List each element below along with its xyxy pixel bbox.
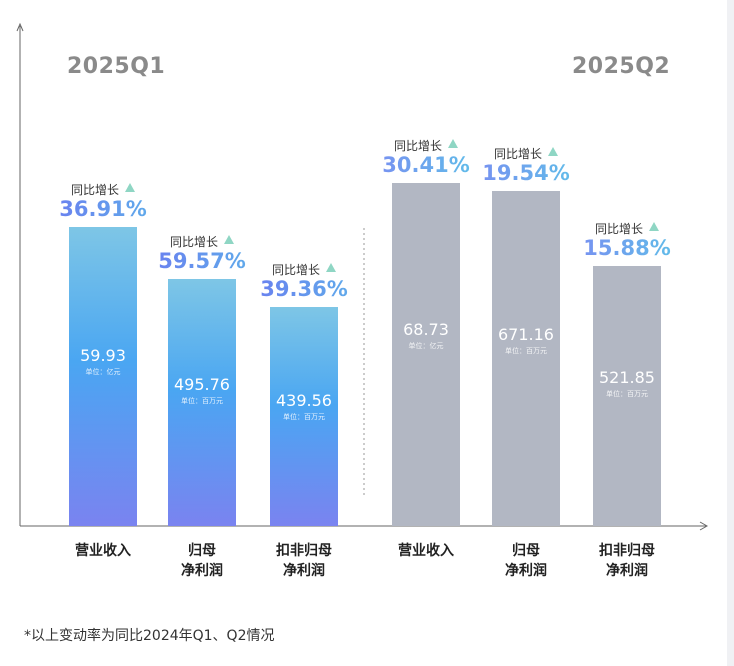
category-label: 扣非归母 净利润 (276, 543, 332, 579)
growth-value: 36.91% (43, 197, 163, 221)
category-label: 扣非归母 净利润 (599, 543, 655, 579)
growth-label: 同比增长 (170, 235, 219, 249)
bar-2025q2-0 (392, 183, 460, 526)
bar-2025q1-0 (69, 227, 137, 526)
growth-value: 19.54% (466, 161, 586, 185)
growth-label: 同比增长 (595, 222, 644, 236)
bar-unit-label: 单位：百万元 (606, 389, 648, 398)
growth-value: 39.36% (244, 277, 364, 301)
period-label-q1: 2025Q1 (67, 54, 166, 79)
bar-unit-label: 单位：百万元 (283, 413, 325, 422)
bar-2025q1-1 (168, 279, 236, 526)
bar-value-label: 68.73 (403, 320, 449, 340)
category-label: 营业收入 (75, 543, 131, 559)
growth-label: 同比增长 (394, 139, 443, 153)
bar-value-label: 521.85 (599, 367, 655, 387)
bar-unit-label: 单位：亿元 (85, 367, 121, 376)
right-edge-strip (727, 0, 734, 666)
bar-unit-label: 单位：百万元 (181, 397, 223, 406)
period-label-q2: 2025Q2 (572, 54, 671, 79)
bar-value-label: 439.56 (276, 391, 332, 411)
growth-value: 30.41% (366, 153, 486, 177)
bar-value-label: 671.16 (498, 325, 554, 345)
up-arrow-icon (326, 263, 336, 272)
up-arrow-icon (448, 139, 458, 148)
category-label: 归母 净利润 (505, 543, 547, 579)
growth-label: 同比增长 (494, 147, 543, 161)
bar-2025q2-1 (492, 191, 560, 526)
up-arrow-icon (649, 222, 659, 231)
up-arrow-icon (125, 183, 135, 192)
up-arrow-icon (224, 235, 234, 244)
growth-value: 15.88% (567, 236, 687, 260)
bar-2025q2-2 (593, 266, 661, 526)
category-label: 归母 净利润 (181, 543, 223, 579)
bar-unit-label: 单位：百万元 (505, 347, 547, 356)
category-label: 营业收入 (398, 543, 454, 559)
up-arrow-icon (548, 147, 558, 156)
x-axis-arrow (699, 521, 709, 531)
growth-label: 同比增长 (71, 183, 120, 197)
growth-value: 59.57% (142, 249, 262, 273)
bar-value-label: 59.93 (80, 345, 126, 365)
growth-label: 同比增长 (272, 263, 321, 277)
y-axis-arrow (16, 22, 24, 32)
bar-2025q1-2 (270, 307, 338, 526)
footnote: *以上变动率为同比2024年Q1、Q2情况 (24, 628, 275, 644)
bar-unit-label: 单位：亿元 (408, 342, 444, 351)
bar-value-label: 495.76 (174, 375, 230, 395)
